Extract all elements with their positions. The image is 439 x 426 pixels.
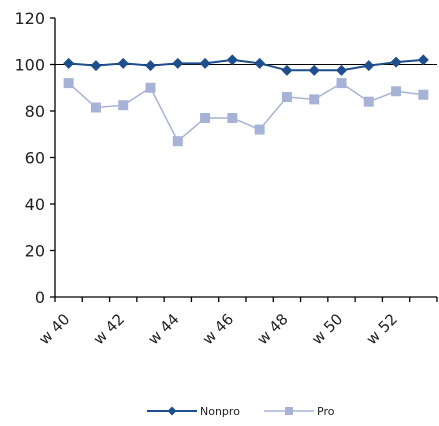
data-point-nonpro [63,57,75,69]
data-point-pro [336,78,347,89]
data-point-pro [309,94,320,105]
x-tick-label: w 44 [144,310,182,348]
y-tick-label: 20 [25,242,45,261]
legend-label-pro: Pro [317,405,335,418]
data-point-pro [363,96,374,107]
data-point-pro [281,92,292,103]
legend-marker-pro [285,407,293,415]
data-point-pro [227,112,238,123]
data-point-pro [145,82,156,93]
data-point-nonpro [90,60,102,72]
data-point-nonpro [417,54,429,66]
data-point-nonpro [308,64,320,76]
data-point-pro [90,102,101,113]
data-point-pro [63,78,74,89]
x-tick-label: w 46 [199,310,237,348]
data-point-nonpro [254,57,266,69]
x-tick-label: w 42 [90,310,128,348]
data-point-nonpro [281,64,293,76]
series-line-pro [68,82,424,143]
x-tick-label: w 50 [308,310,346,348]
y-tick-label: 40 [25,195,45,214]
series-layer [63,54,429,147]
x-tick-label: w 40 [35,310,73,348]
data-point-nonpro [363,60,375,72]
data-point-nonpro [172,57,184,69]
series-pro [63,78,429,147]
data-point-nonpro [390,56,402,68]
x-tick-label: w 48 [253,310,291,348]
legend-marker-nonpro [167,406,177,416]
data-point-nonpro [226,54,238,66]
y-tick-label: 120 [14,9,45,28]
data-point-pro [200,112,211,123]
y-tick-label: 0 [35,288,45,307]
y-tick-label: 100 [14,56,45,75]
series-nonpro [63,54,429,76]
x-tick-label: w 52 [363,310,401,348]
legend: Nonpro Pro [147,405,335,418]
data-point-pro [391,86,402,97]
data-point-pro [118,100,129,111]
y-tick-label: 80 [25,102,45,121]
data-point-pro [418,89,429,100]
data-point-nonpro [117,57,129,69]
data-point-pro [254,124,265,135]
data-point-nonpro [145,60,156,72]
y-tick-label: 60 [25,149,45,168]
data-point-nonpro [336,64,347,76]
legend-label-nonpro: Nonpro [200,405,240,418]
data-point-nonpro [199,57,211,69]
data-point-pro [172,136,183,147]
